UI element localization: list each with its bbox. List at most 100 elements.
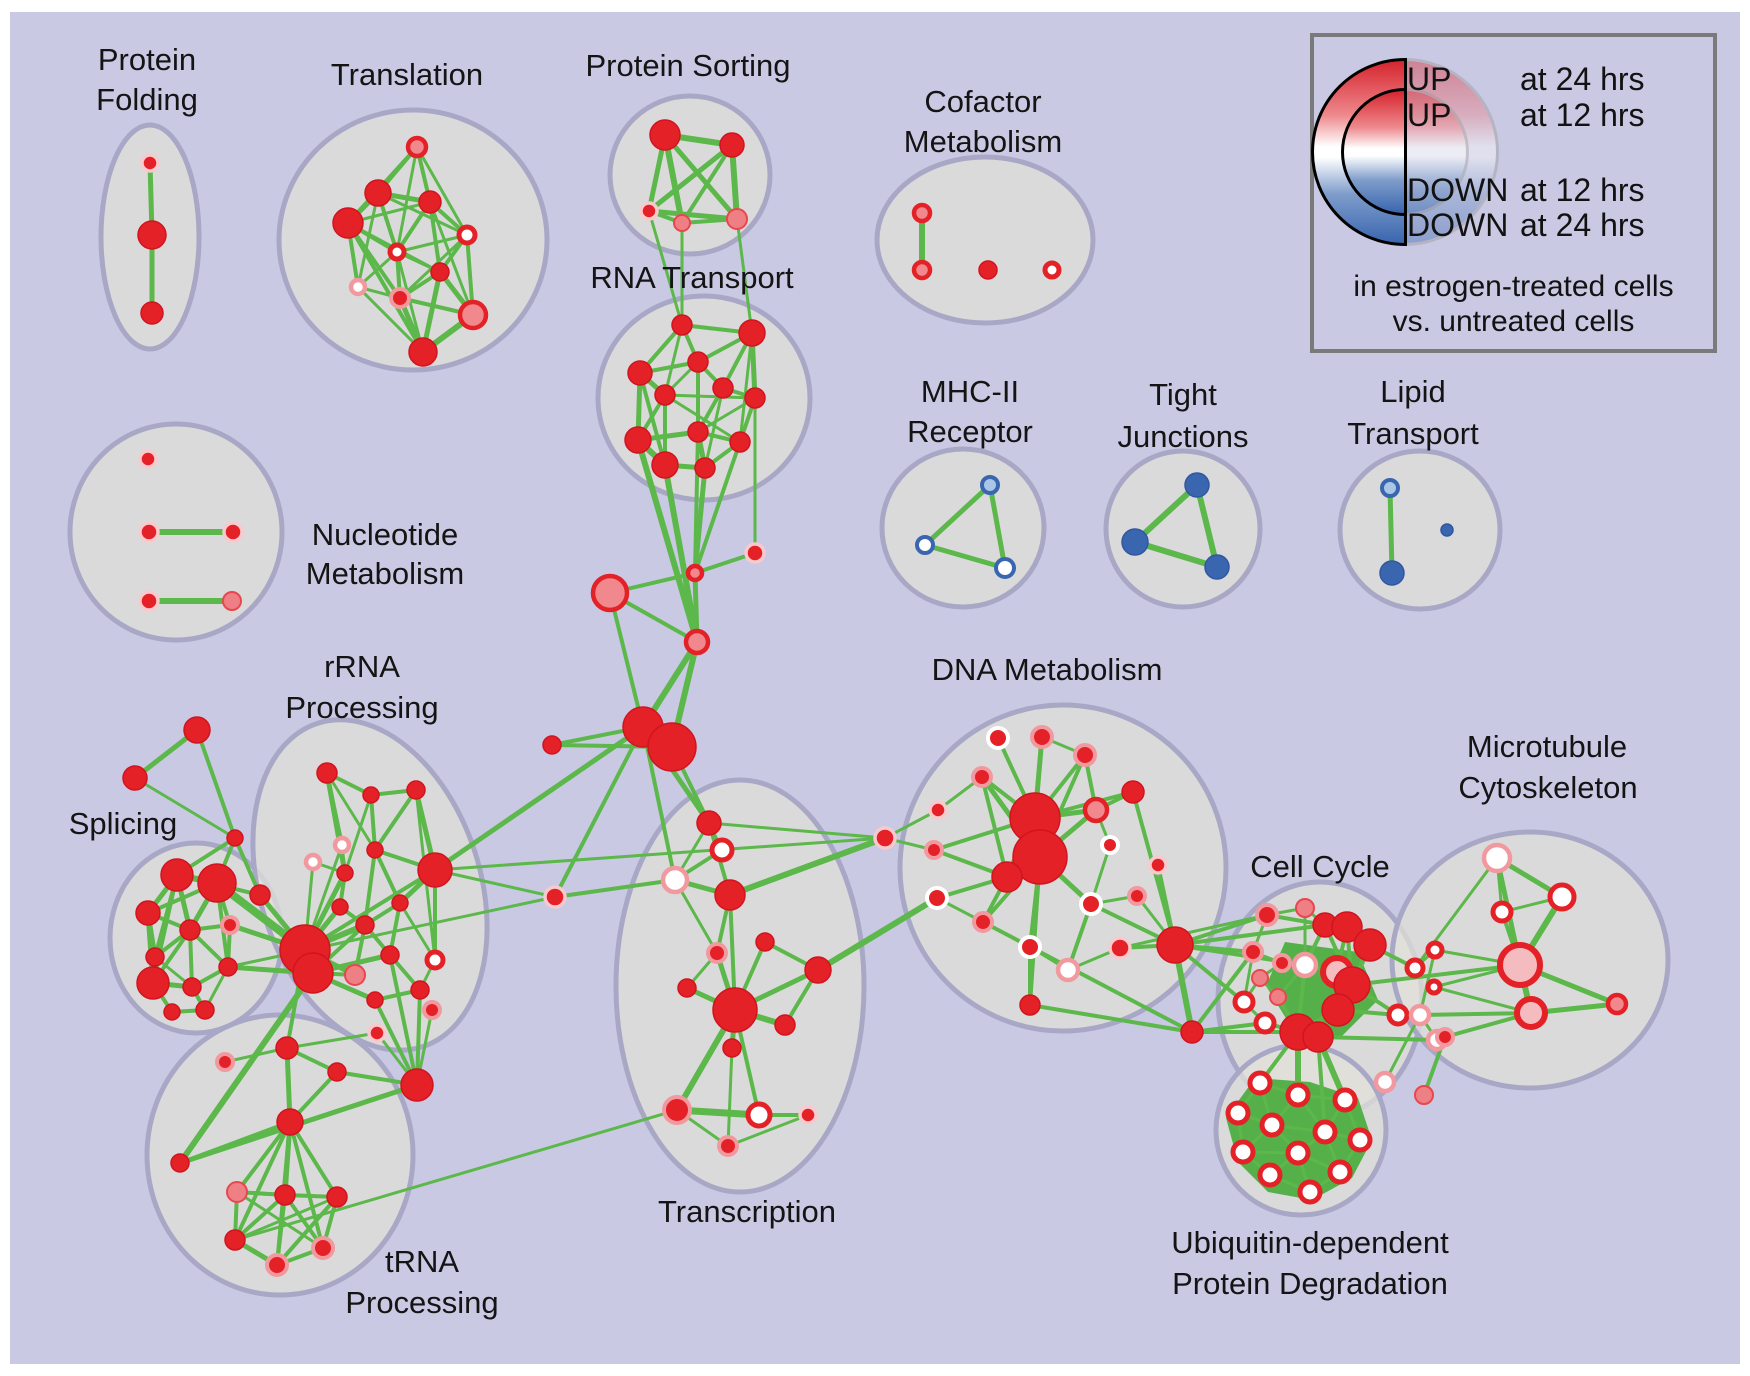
node-r <box>687 421 709 443</box>
node-rw <box>1247 1070 1273 1096</box>
node-rw <box>1425 978 1443 996</box>
node-pp <box>726 208 748 230</box>
node-r <box>624 426 652 454</box>
edge <box>646 208 740 222</box>
node-r <box>179 919 201 941</box>
edge-link <box>707 821 887 840</box>
node-r <box>274 1184 296 1206</box>
node-pr <box>972 911 994 933</box>
edge-link <box>735 217 754 335</box>
node-pr <box>311 1236 335 1260</box>
node-r <box>430 262 450 282</box>
edge <box>288 1120 325 1250</box>
node-r <box>332 207 364 239</box>
node-bw <box>994 557 1016 579</box>
node-pr <box>422 1000 442 1020</box>
node-r <box>1121 780 1145 804</box>
node-pp <box>1269 988 1287 1006</box>
node-r <box>714 879 746 911</box>
cluster-label-mhc: Receptor <box>907 414 1033 449</box>
edge <box>922 482 993 548</box>
node-r <box>355 915 375 935</box>
node-r <box>1012 829 1068 885</box>
node-r <box>275 1036 299 1060</box>
node-r <box>406 780 426 800</box>
node-rw <box>1547 882 1577 912</box>
node-r <box>991 861 1023 893</box>
edge <box>369 793 377 852</box>
edge-link <box>662 462 700 645</box>
node-r <box>978 260 998 280</box>
node-rw <box>1332 1087 1358 1113</box>
node-pw <box>1055 957 1081 983</box>
node-r <box>362 786 380 804</box>
edge-link <box>1173 923 1327 947</box>
node-ph <box>222 521 244 543</box>
node-bl <box>1380 478 1400 498</box>
node-ph <box>138 521 160 543</box>
node-wr <box>1079 892 1103 916</box>
node-r <box>292 952 334 994</box>
edge-link <box>177 970 316 1166</box>
node-ph <box>543 885 567 909</box>
node-r <box>135 900 161 926</box>
edge <box>703 386 725 470</box>
node-wr <box>986 726 1010 750</box>
node-b <box>1379 560 1405 586</box>
edge <box>608 591 645 729</box>
edge-link <box>433 836 887 872</box>
node-wr <box>1100 835 1120 855</box>
cluster-label-rna_transport: RNA Transport <box>590 260 794 295</box>
legend-glyph-inner-circle <box>1341 88 1469 216</box>
node-ph <box>873 826 897 850</box>
edge <box>233 1193 287 1242</box>
edge <box>233 1120 292 1242</box>
node-ph <box>138 449 158 469</box>
edge-link <box>635 437 700 645</box>
node-ph <box>639 201 659 221</box>
node-rp <box>685 563 705 583</box>
edge-link <box>432 724 646 873</box>
node-r <box>336 864 354 882</box>
edge <box>680 143 734 225</box>
node-r <box>1019 994 1041 1016</box>
node-rw <box>1257 1162 1283 1188</box>
edge <box>415 145 469 237</box>
cluster-ellipse-lipid <box>1337 448 1503 612</box>
node-rw <box>387 242 407 262</box>
node-rw <box>1225 1100 1251 1126</box>
node-pw <box>1291 951 1319 979</box>
node-r <box>671 314 693 336</box>
cluster-ellipse-cofactor <box>874 154 1096 326</box>
node-rw <box>1404 957 1426 979</box>
node-rp <box>590 573 630 613</box>
node-rw <box>1232 990 1256 1014</box>
node-r <box>1331 911 1363 943</box>
node-r <box>696 810 722 836</box>
cluster-ellipse-mhc <box>879 446 1047 610</box>
node-rw <box>1285 1140 1311 1166</box>
node-r <box>195 1000 215 1020</box>
node-b <box>1121 528 1149 556</box>
edge-link <box>1028 1003 1194 1034</box>
cluster-label-ubiq: Protein Degradation <box>1172 1266 1448 1301</box>
cluster-label-mhc: MHC-II <box>921 374 1019 409</box>
edge-link <box>981 920 1194 1034</box>
node-r <box>224 1229 246 1251</box>
edge <box>987 482 1008 571</box>
node-ph <box>138 590 160 612</box>
node-pr <box>215 1052 235 1072</box>
node-r <box>136 966 170 1000</box>
edge <box>663 393 757 400</box>
edge <box>922 542 1008 571</box>
node-rw <box>424 949 446 971</box>
edge <box>663 323 684 397</box>
node-pr <box>971 766 993 788</box>
node-r <box>331 898 349 916</box>
node-pr <box>717 1135 739 1157</box>
node-r <box>804 956 832 984</box>
node-r <box>719 132 745 158</box>
node-rp <box>1605 992 1629 1016</box>
cluster-label-nucleotide: Metabolism <box>306 556 465 591</box>
cluster-ellipse-tight <box>1103 448 1263 610</box>
